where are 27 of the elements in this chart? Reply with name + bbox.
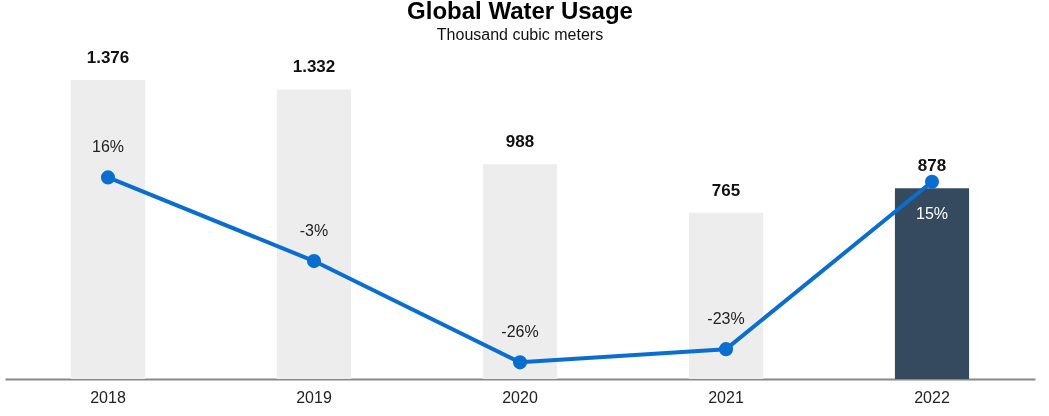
data-label: 1.376 <box>86 47 130 67</box>
bar <box>276 89 352 379</box>
point <box>306 254 322 269</box>
data-label: 16% <box>91 138 125 156</box>
data-label: 15% <box>915 204 949 222</box>
data-label: -23% <box>707 310 745 328</box>
x-tick-label: 2019 <box>296 388 332 406</box>
data-label: 878 <box>917 156 947 176</box>
bar <box>70 79 146 379</box>
x-tick-label: 2021 <box>708 388 744 406</box>
data-label: 765 <box>711 180 741 200</box>
point <box>924 174 940 189</box>
point <box>718 342 734 357</box>
x-tick-label: 2022 <box>914 388 950 406</box>
point <box>512 355 528 370</box>
chart-title: Global Water Usage <box>407 0 633 24</box>
data-label: -26% <box>501 323 539 341</box>
data-label: 988 <box>505 132 535 152</box>
bar <box>894 188 970 379</box>
data-label: -3% <box>299 222 329 240</box>
x-tick-label: 2018 <box>90 388 126 406</box>
chart-subtitle: Thousand cubic meters <box>436 25 604 43</box>
point <box>100 170 116 185</box>
x-tick-label: 2020 <box>502 388 538 406</box>
data-label: 1.332 <box>292 57 336 77</box>
bar <box>688 212 764 379</box>
bar <box>482 164 558 379</box>
